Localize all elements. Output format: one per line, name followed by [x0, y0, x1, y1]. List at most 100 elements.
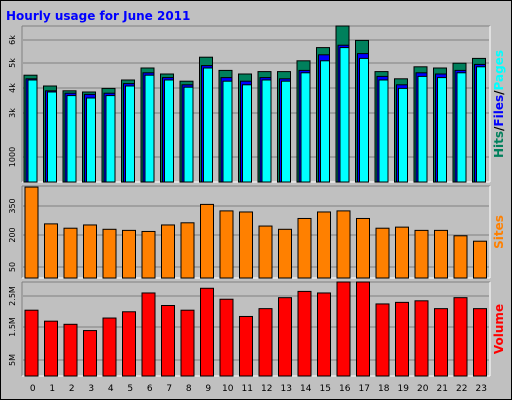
- bar-sites: [375, 227, 390, 279]
- bar-sites: [239, 211, 253, 279]
- bar-pages: [398, 87, 408, 183]
- bar-pages: [125, 85, 135, 183]
- bar-volume: [44, 320, 58, 377]
- y-tick-label: 1.5M: [8, 317, 17, 337]
- bar-volume: [63, 323, 78, 377]
- legend-entry: Volume: [492, 304, 506, 354]
- bar-pages: [105, 95, 116, 183]
- x-tick-label: 20: [417, 384, 429, 394]
- bar-volume: [161, 305, 175, 377]
- panel-sites: 350 200 50 Sites: [8, 185, 506, 279]
- bar-sites: [453, 235, 468, 279]
- bar-pages: [300, 72, 311, 183]
- bar-volume: [200, 287, 214, 377]
- bar-sites: [278, 228, 292, 279]
- bar-volume: [414, 300, 429, 377]
- bar-pages: [222, 80, 233, 183]
- y-tick-label: 5M: [8, 354, 17, 366]
- y-tick-label: 5k: [8, 58, 17, 68]
- panel-volume: 2.5M 1.5M 5M Volume: [8, 281, 506, 377]
- legend-hits-files-pages: Hits/Files/Pages: [492, 50, 506, 158]
- y-tick-label: 2.5M: [8, 286, 17, 306]
- y-tick-label: 4k: [8, 83, 17, 93]
- x-tick-label: 17: [359, 384, 370, 394]
- bar-volume: [336, 281, 351, 377]
- bar-sites: [122, 229, 136, 279]
- bar-pages: [66, 95, 77, 183]
- bar-volume: [24, 309, 39, 377]
- bar-pages: [339, 47, 350, 183]
- bar-pages: [183, 86, 194, 183]
- x-tick-label: 23: [476, 384, 487, 394]
- bar-volume: [219, 298, 234, 377]
- x-tick-label: 11: [242, 384, 253, 394]
- bar-sites: [258, 225, 273, 279]
- y-tick-label: 350: [8, 198, 17, 213]
- bar-pages: [242, 84, 252, 183]
- x-tick-label: 13: [281, 384, 292, 394]
- y-tick-label: 200: [8, 227, 17, 242]
- legend-entry: Files: [492, 95, 506, 127]
- bar-sites: [200, 203, 214, 279]
- bar-sites: [356, 217, 370, 279]
- bar-pages: [281, 80, 291, 183]
- bar-pages: [456, 72, 467, 183]
- y-tick-label: 50: [8, 262, 17, 272]
- bar-sites: [161, 224, 175, 279]
- legend-entry: Pages: [492, 50, 506, 90]
- bar-volume: [258, 308, 273, 377]
- plot-area: 6k 5k 4k 3k 1000 Hits/Files/Pages 350 200 50 Site…: [8, 25, 506, 394]
- x-tick-label: 15: [320, 384, 331, 394]
- x-tick-label: 19: [398, 384, 410, 394]
- legend-entry: Hits: [492, 131, 506, 158]
- bar-pages: [320, 60, 330, 183]
- bar-pages: [417, 75, 428, 183]
- bar-pages: [203, 67, 213, 183]
- bar-sites: [297, 217, 312, 279]
- bar-volume: [453, 297, 468, 377]
- x-tick-label: 9: [205, 384, 211, 394]
- x-tick-label: 10: [222, 384, 234, 394]
- x-tick-label: 22: [456, 384, 467, 394]
- bar-pages: [86, 97, 96, 183]
- x-tick-label: 4: [108, 384, 114, 394]
- bar-sites: [102, 228, 117, 279]
- bar-sites: [219, 210, 234, 279]
- x-tick-label: 1: [49, 384, 55, 394]
- panel-hits-files-pages: 6k 5k 4k 3k 1000 Hits/Files/Pages: [8, 25, 506, 183]
- x-tick-label: 21: [437, 384, 448, 394]
- bar-pages: [359, 57, 369, 183]
- bar-volume: [297, 290, 312, 377]
- bar-sites: [141, 230, 156, 279]
- bar-volume: [278, 297, 292, 377]
- chart-title: Hourly usage for June 2011: [6, 9, 190, 23]
- y-tick-label: 1000: [8, 147, 17, 167]
- x-tick-label: 2: [69, 384, 75, 394]
- bar-pages: [27, 79, 38, 183]
- bar-volume: [180, 309, 195, 377]
- bar-volume: [122, 311, 136, 377]
- bar-volume: [141, 292, 156, 377]
- bar-sites: [180, 222, 195, 279]
- legend-sites: Sites: [492, 215, 506, 249]
- y-tick-label: 6k: [8, 35, 17, 45]
- bar-sites: [44, 223, 58, 279]
- x-tick-label: 14: [300, 384, 312, 394]
- bar-sites: [24, 186, 39, 279]
- panel-background: [22, 186, 490, 278]
- bar-sites: [336, 210, 351, 279]
- x-tick-label: 18: [378, 384, 390, 394]
- bar-volume: [356, 281, 370, 377]
- bar-pages: [144, 74, 155, 183]
- x-tick-label: 16: [339, 384, 351, 394]
- x-tick-label: 8: [186, 384, 192, 394]
- y-tick-label: 3k: [8, 108, 17, 118]
- bar-pages: [164, 79, 174, 183]
- bar-sites: [395, 226, 409, 279]
- legend-entry: Sites: [492, 215, 506, 249]
- bar-volume: [83, 330, 97, 377]
- bar-sites: [83, 224, 97, 279]
- bar-volume: [395, 301, 409, 377]
- bar-volume: [375, 303, 390, 377]
